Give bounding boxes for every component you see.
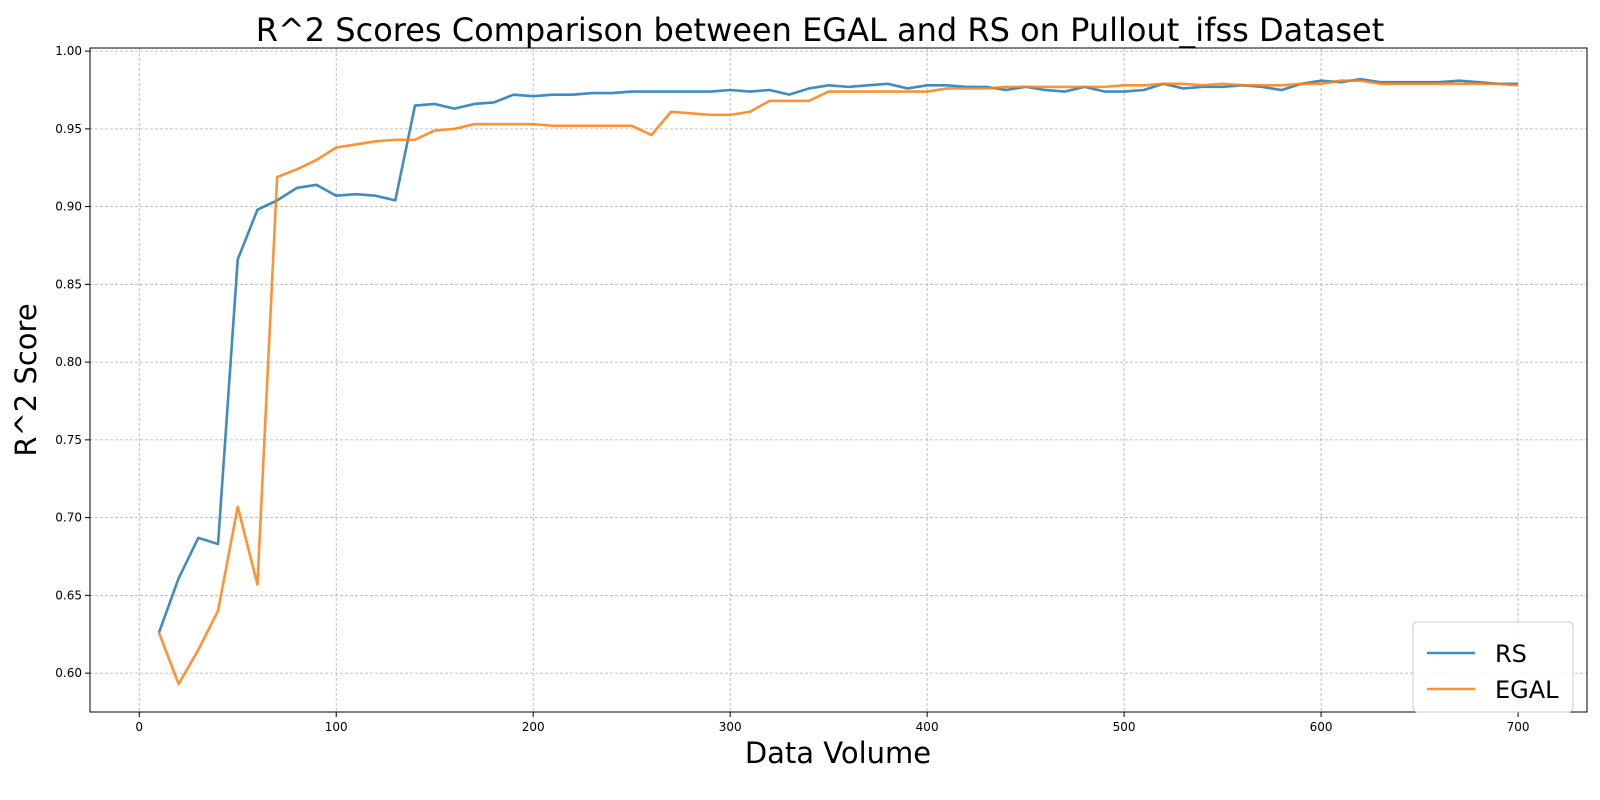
x-tick-label: 400 — [916, 720, 939, 734]
chart-title: R^2 Scores Comparison between EGAL and R… — [256, 11, 1385, 49]
x-tick-label: 700 — [1507, 720, 1530, 734]
y-tick-label: 0.80 — [55, 355, 82, 369]
y-tick-label: 0.90 — [55, 200, 82, 214]
y-tick-label: 0.95 — [55, 122, 82, 136]
y-tick-label: 0.60 — [55, 666, 82, 680]
y-tick-label: 0.75 — [55, 433, 82, 447]
grid-lines — [90, 48, 1587, 712]
y-tick-label: 1.00 — [55, 44, 82, 58]
x-tick-label: 0 — [135, 720, 143, 734]
series-line-rs — [157, 77, 1519, 634]
series-lines — [157, 77, 1519, 686]
x-tick-label: 200 — [522, 720, 545, 734]
y-axis-label: R^2 Score — [9, 303, 43, 456]
legend-rs-label: RS — [1495, 640, 1527, 668]
x-tick-label: 500 — [1113, 720, 1136, 734]
x-tick-label: 300 — [719, 720, 742, 734]
series-line-egal — [157, 79, 1519, 686]
plot-frame — [89, 47, 1588, 713]
y-tick-label: 0.65 — [55, 588, 82, 602]
axis-ticks: 0 100 200 300 400 500 600 700 0.60 0.65 0.70 0.75 0.… — [55, 44, 1529, 734]
y-tick-label: 0.70 — [55, 511, 82, 525]
x-tick-label: 600 — [1310, 720, 1333, 734]
x-tick-label: 100 — [325, 720, 348, 734]
legend: RS EGAL — [1412, 621, 1574, 713]
y-tick-label: 0.85 — [55, 277, 82, 291]
x-axis-label: Data Volume — [745, 736, 931, 770]
legend-egal-label: EGAL — [1495, 676, 1559, 704]
